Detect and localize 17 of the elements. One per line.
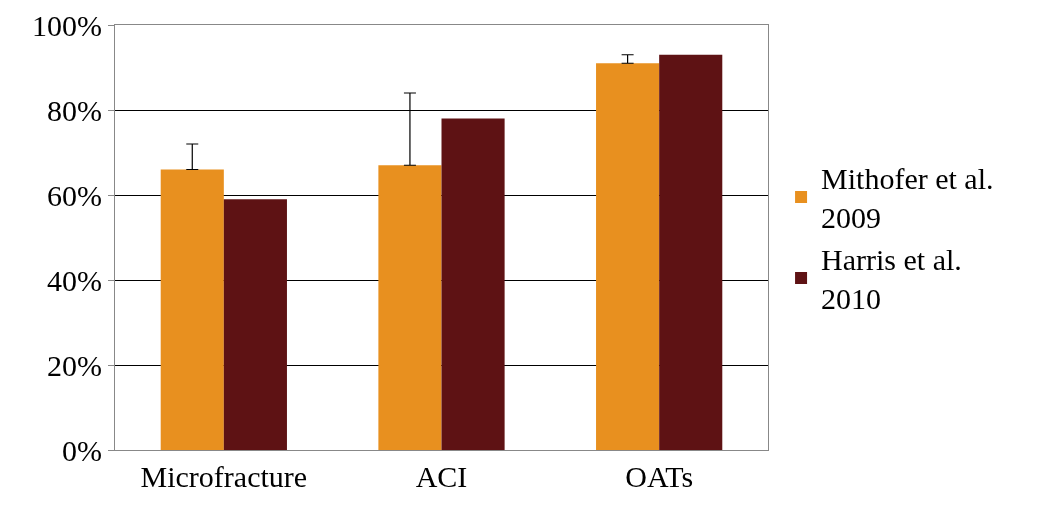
y-tick-label: 0% [62,433,102,467]
bar [378,165,442,450]
bar [441,118,505,450]
bar [596,63,660,450]
y-tick-label: 60% [47,178,102,212]
legend-label: Mithofer et al. 2009 [821,162,994,235]
x-tick-label: ACI [415,460,468,493]
y-tick-label: 100% [32,8,102,42]
bar [659,54,723,450]
x-tick-label: OATs [625,460,694,493]
legend-label: Harris et al. 2010 [821,243,962,316]
y-tick-label: 80% [47,93,102,127]
x-tick-label: Microfracture [140,460,308,493]
bar [160,169,224,450]
bar [223,199,287,450]
y-tick-label: 20% [47,348,102,382]
y-tick-label: 40% [47,263,102,297]
